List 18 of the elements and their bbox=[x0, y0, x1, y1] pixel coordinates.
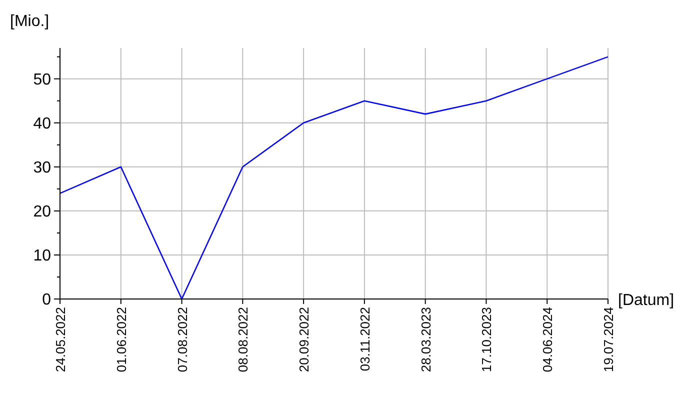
x-tick-label: 03.11.2022 bbox=[357, 307, 372, 372]
x-tick-label: 28.03.2023 bbox=[418, 307, 434, 372]
x-tick-label: 17.10.2023 bbox=[479, 307, 494, 372]
x-axis-title: [Datum] bbox=[618, 292, 674, 309]
y-tick-label: 10 bbox=[33, 248, 52, 265]
y-tick-label: 20 bbox=[33, 204, 52, 221]
x-tick-label: 07.08.2022 bbox=[174, 307, 190, 372]
x-tick-label: 19.07.2024 bbox=[601, 307, 616, 372]
y-tick-label: 0 bbox=[42, 292, 52, 309]
x-tick-label: 24.05.2022 bbox=[53, 307, 68, 372]
y-tick-label: 50 bbox=[33, 71, 52, 88]
y-tick-label: 30 bbox=[33, 159, 52, 176]
y-tick-label: 40 bbox=[33, 115, 52, 132]
x-tick-label: 20.09.2022 bbox=[296, 307, 312, 372]
x-tick-label: 08.08.2022 bbox=[236, 307, 251, 372]
x-tick-label: 01.06.2022 bbox=[114, 307, 129, 372]
y-axis-title: [Mio.] bbox=[10, 13, 50, 30]
x-tick-label: 04.06.2024 bbox=[540, 307, 556, 372]
